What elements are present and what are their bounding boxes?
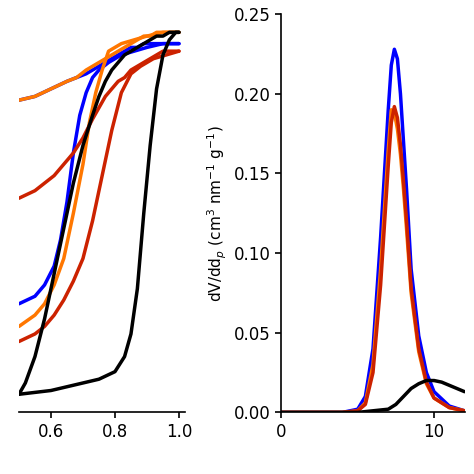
Y-axis label: dV/dd$_p$ (cm$^3$ nm$^{-1}$ g$^{-1}$): dV/dd$_p$ (cm$^3$ nm$^{-1}$ g$^{-1}$)	[205, 125, 228, 301]
